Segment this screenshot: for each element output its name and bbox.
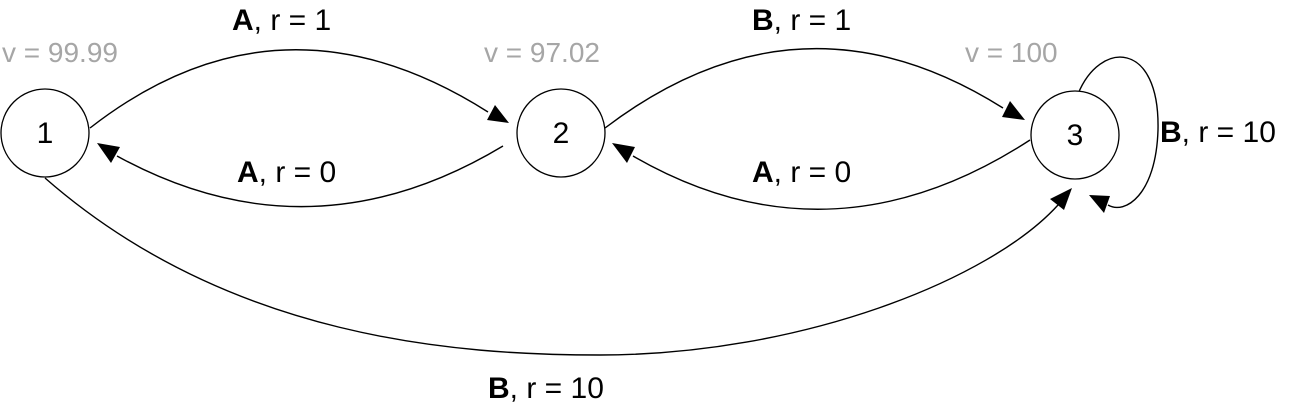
state-node-1: v = 99.99 1	[0, 37, 118, 178]
state-3-value: v = 100	[965, 37, 1058, 68]
edge-1-to-3: B, r = 10	[44, 177, 1072, 405]
edge-3-self-loop: B, r = 10	[1077, 56, 1276, 213]
state-3-label: 3	[1067, 119, 1084, 152]
edge-1-to-2-reward: , r = 1	[254, 4, 332, 37]
edge-3-to-2-reward: , r = 0	[774, 156, 852, 189]
edge-2-to-1-action: A	[237, 156, 259, 189]
edge-1-to-2-path	[89, 49, 489, 129]
state-2-value: v = 97.02	[484, 37, 600, 68]
edge-3-to-2-label: A, r = 0	[752, 156, 851, 189]
edge-1-to-3-arrowhead	[1050, 188, 1072, 210]
state-node-2: v = 97.02 2	[484, 37, 606, 178]
edge-1-to-3-path	[44, 177, 1059, 356]
edge-3-self-loop-reward: , r = 10	[1182, 116, 1276, 149]
edge-1-to-2-label: A, r = 1	[232, 4, 331, 37]
state-node-3: v = 100 3	[965, 37, 1120, 180]
edge-1-to-2: A, r = 1	[89, 4, 509, 129]
edge-3-self-loop-action: B	[1160, 116, 1182, 149]
edge-3-to-2-arrowhead	[612, 143, 635, 163]
edge-3-to-2-action: A	[752, 156, 774, 189]
edge-2-to-1-arrowhead	[97, 143, 120, 163]
edge-2-to-3-arrowhead	[1002, 101, 1025, 120]
edge-3-self-loop-label: B, r = 10	[1160, 116, 1276, 149]
state-1-label: 1	[37, 117, 54, 150]
edge-3-self-loop-arrowhead	[1089, 195, 1110, 213]
edge-1-to-3-reward: , r = 10	[510, 372, 604, 405]
state-2-label: 2	[553, 117, 570, 150]
state-3-circle	[1030, 90, 1120, 180]
edge-2-to-1-label: A, r = 0	[237, 156, 336, 189]
edge-2-to-3-action: B	[752, 4, 774, 37]
edge-3-to-2: A, r = 0	[612, 139, 1031, 210]
edge-2-to-1-path	[116, 145, 504, 208]
edge-2-to-3-reward: , r = 1	[774, 4, 852, 37]
state-1-value: v = 99.99	[2, 37, 118, 68]
edge-2-to-1: A, r = 0	[97, 143, 504, 208]
edge-1-to-2-arrowhead	[487, 105, 509, 123]
state-1-circle	[0, 88, 90, 178]
edge-1-to-3-label: B, r = 10	[488, 372, 604, 405]
edge-1-to-3-action: B	[488, 372, 510, 405]
edge-2-to-3-path	[604, 47, 1004, 129]
edge-1-to-2-action: A	[232, 4, 254, 37]
edge-3-to-2-path	[632, 139, 1031, 210]
edge-2-to-3: B, r = 1	[604, 4, 1025, 129]
edge-2-to-1-reward: , r = 0	[259, 156, 337, 189]
edge-2-to-3-label: B, r = 1	[752, 4, 851, 37]
edge-3-self-loop-path	[1077, 56, 1159, 209]
state-2-circle	[516, 88, 606, 178]
